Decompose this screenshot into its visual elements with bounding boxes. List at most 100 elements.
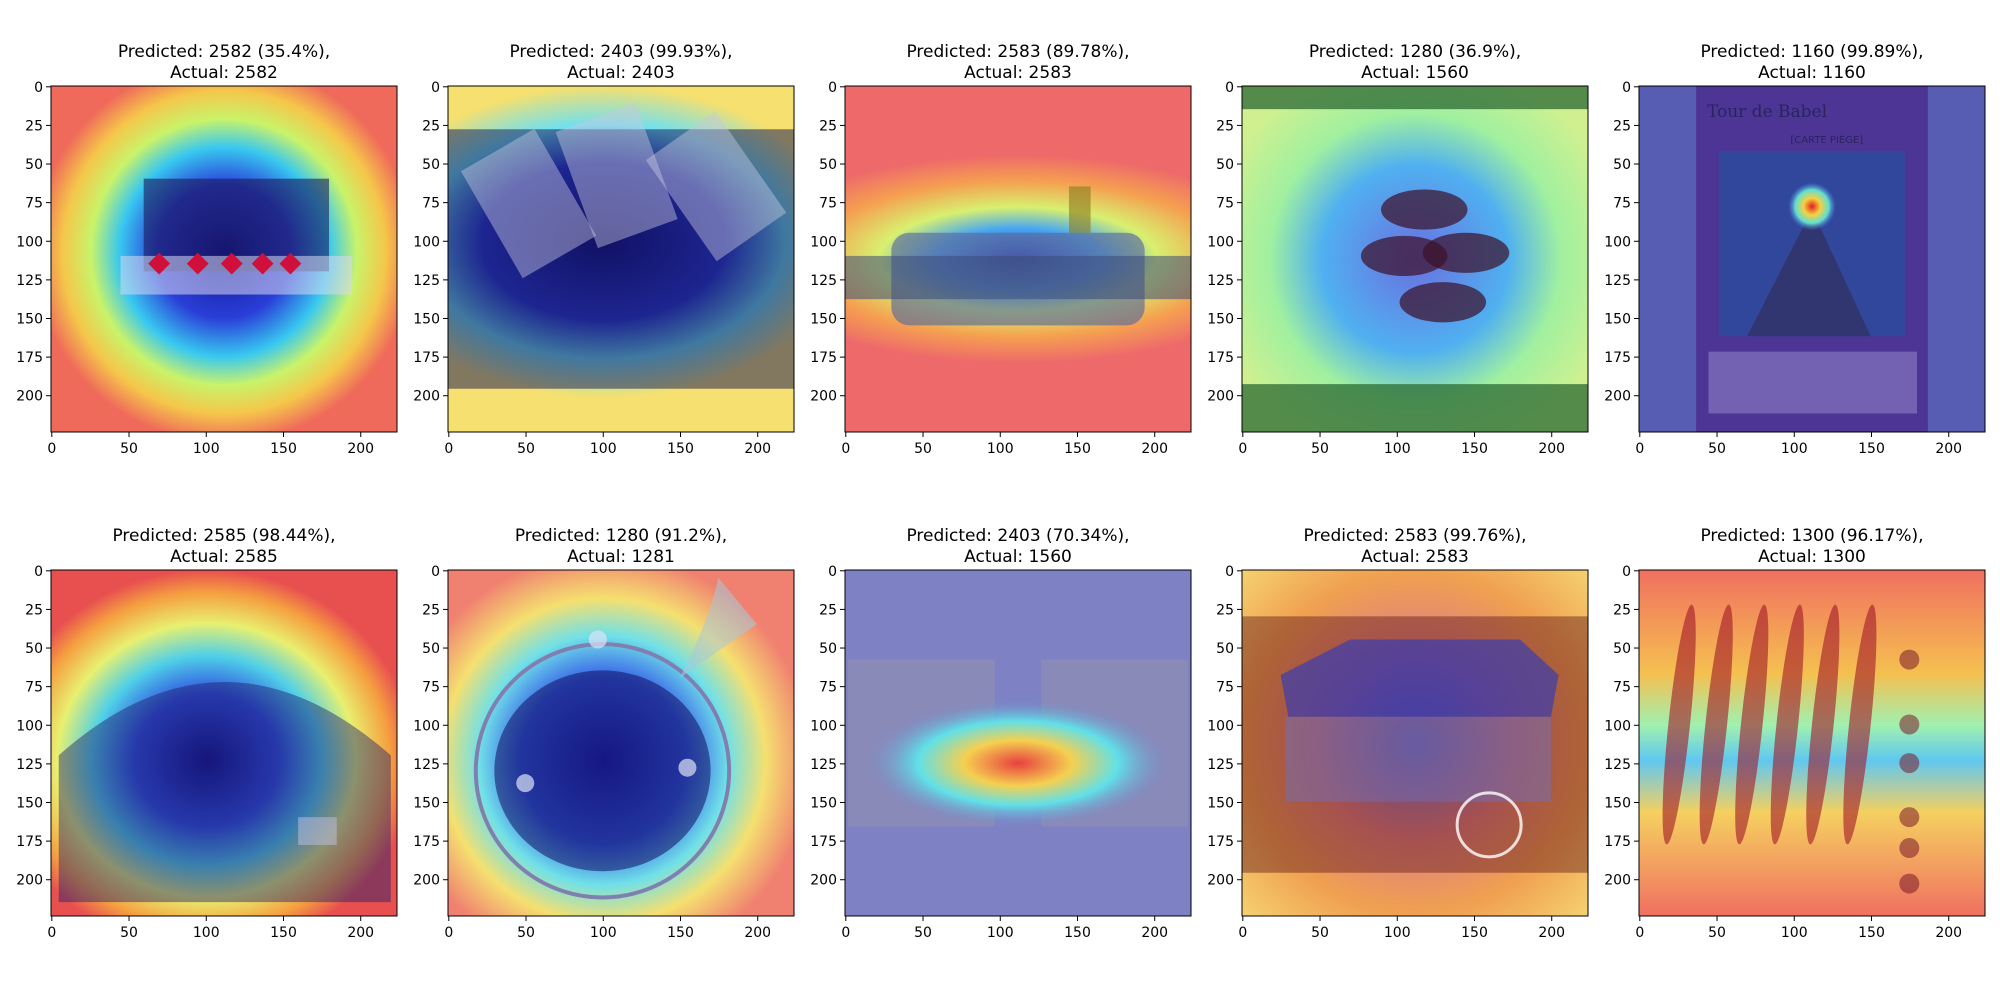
- y-tick-label: 150: [413, 311, 440, 327]
- y-tick-label: 175: [16, 834, 43, 850]
- x-tick-label: 0: [1238, 441, 1247, 457]
- y-tick-label: 150: [16, 795, 43, 811]
- x-tick-label: 200: [347, 925, 374, 941]
- y-tick-label: 175: [1604, 350, 1631, 366]
- heatmap-image: [845, 86, 1191, 432]
- axes-frame: [50, 569, 398, 917]
- axes-frame: [1638, 85, 1986, 433]
- y-tick-label: 50: [422, 641, 440, 657]
- y-tick-label: 50: [25, 157, 43, 173]
- heatmap-layer: [1242, 570, 1588, 916]
- y-tick-label: 150: [413, 795, 440, 811]
- panel-title-predicted: Predicted: 1280 (91.2%),: [515, 526, 727, 546]
- y-tick-label: 200: [413, 873, 440, 889]
- panel-title-predicted: Predicted: 2403 (70.34%),: [906, 526, 1129, 546]
- y-tick-label: 100: [413, 718, 440, 734]
- y-tick-label: 200: [810, 873, 837, 889]
- tower-mark: [1747, 209, 1871, 337]
- x-tick-label: 200: [1935, 441, 1962, 457]
- panel-title-predicted: Predicted: 1300 (96.17%),: [1700, 526, 1923, 546]
- pearl-mark: [678, 758, 697, 777]
- y-tick-label: 200: [1604, 389, 1631, 405]
- y-tick-label: 200: [16, 873, 43, 889]
- x-tick-label: 150: [1858, 441, 1885, 457]
- y-tick-label: 25: [1613, 602, 1631, 618]
- y-tick-label: 200: [413, 389, 440, 405]
- panel-title-predicted: Predicted: 2585 (98.44%),: [112, 526, 335, 546]
- y-tick-label: 75: [422, 196, 440, 212]
- y-tick-label: 50: [1216, 157, 1234, 173]
- propeller-mark: [1843, 604, 1877, 845]
- x-tick-label: 100: [987, 441, 1014, 457]
- propeller-mark: [1662, 604, 1696, 845]
- x-tick-label: 100: [1384, 925, 1411, 941]
- x-tick-label: 50: [120, 441, 138, 457]
- pearl-mark: [588, 630, 607, 649]
- x-tick-label: 150: [270, 925, 297, 941]
- bottle-mark: [1381, 189, 1468, 230]
- panel-10: Predicted: 1300 (96.17%),Actual: 1300 0 50…: [1604, 526, 1986, 941]
- y-tick-label: 200: [810, 389, 837, 405]
- panel-title-actual: Actual: 2583: [1361, 547, 1469, 567]
- y-tick-label: 175: [810, 834, 837, 850]
- y-tick-label: 0: [1622, 80, 1631, 96]
- panel-title-predicted: Predicted: 1160 (99.89%),: [1700, 42, 1923, 62]
- x-tick-label: 100: [590, 441, 617, 457]
- y-tick-label: 175: [1604, 834, 1631, 850]
- y-tick-label: 0: [34, 80, 43, 96]
- axes-frame: [1241, 85, 1589, 433]
- books-region-mark: [448, 129, 794, 389]
- y-tick-label: 125: [413, 273, 440, 289]
- axes-frame: [447, 85, 795, 433]
- panel-title-actual: Actual: 1160: [1758, 63, 1866, 83]
- x-tick-label: 50: [914, 925, 932, 941]
- y-tick-label: 200: [1207, 389, 1234, 405]
- y-tick-label: 0: [1225, 80, 1234, 96]
- accessory-circle-mark: [1455, 791, 1523, 859]
- card-overlay-mark: [1639, 86, 1985, 432]
- y-tick-label: 50: [1216, 641, 1234, 657]
- x-tick-label: 50: [1311, 925, 1329, 941]
- x-tick-label: 100: [987, 925, 1014, 941]
- x-tick-label: 0: [1635, 441, 1644, 457]
- y-tick-label: 125: [1604, 757, 1631, 773]
- x-tick-label: 150: [667, 441, 694, 457]
- y-tick-label: 125: [16, 757, 43, 773]
- x-tick-label: 150: [1064, 925, 1091, 941]
- pipe-mark: [845, 255, 1191, 300]
- axes-frame: [447, 569, 795, 917]
- y-tick-label: 200: [1207, 873, 1234, 889]
- y-tick-label: 200: [1604, 873, 1631, 889]
- cushion-mark: [251, 252, 274, 275]
- y-tick-label: 150: [16, 311, 43, 327]
- cushion-mark: [220, 252, 243, 275]
- heatmap-image: [845, 570, 1191, 916]
- valve-mark: [1068, 186, 1091, 233]
- x-tick-label: 100: [193, 925, 220, 941]
- x-tick-label: 200: [1141, 441, 1168, 457]
- panel-title-actual: Actual: 2583: [964, 63, 1072, 83]
- y-tick-label: 175: [810, 350, 837, 366]
- y-tick-label: 25: [1216, 118, 1234, 134]
- pearl-mark: [516, 774, 535, 793]
- heatmap-image: [1242, 86, 1588, 432]
- pool-wall-mark: [1285, 716, 1551, 802]
- y-tick-label: 100: [1604, 234, 1631, 250]
- heatmap-image: [51, 570, 397, 916]
- bottle-mark: [1399, 282, 1487, 323]
- nut-mark: [1899, 873, 1920, 894]
- y-tick-label: 75: [422, 680, 440, 696]
- card-subtitle-text: [CARTE PIÈGE]: [1790, 133, 1863, 146]
- y-tick-label: 125: [1207, 757, 1234, 773]
- card-hotspot-mark: [1788, 182, 1836, 231]
- panel-4: Predicted: 1280 (36.9%),Actual: 1560 0 50 1…: [1207, 42, 1589, 457]
- x-tick-label: 100: [193, 441, 220, 457]
- x-tick-label: 50: [1708, 925, 1726, 941]
- heatmap-image: [448, 86, 794, 432]
- x-tick-label: 50: [1708, 441, 1726, 457]
- y-tick-label: 50: [819, 641, 837, 657]
- heatmap-image: [51, 86, 397, 432]
- x-tick-label: 50: [120, 925, 138, 941]
- top-band-mark: [1242, 86, 1588, 110]
- fish-tail-mark: [679, 577, 757, 679]
